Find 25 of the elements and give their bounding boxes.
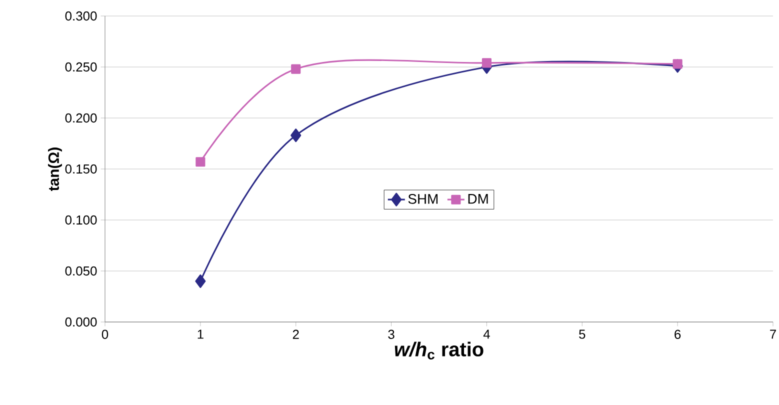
point bbox=[672, 59, 682, 69]
point bbox=[196, 157, 206, 167]
y-tick-label: 0.100 bbox=[65, 215, 97, 225]
y-tick-label: 0.000 bbox=[65, 317, 97, 327]
x-tick-label: 4 bbox=[483, 330, 490, 339]
x-tick-label: 5 bbox=[579, 330, 586, 339]
point bbox=[482, 58, 492, 68]
x-axis-title: w/h$_{c}$ ratio bbox=[394, 342, 484, 360]
y-tick-label: 0.250 bbox=[65, 62, 97, 72]
x-tick-label: 0 bbox=[102, 330, 108, 339]
y-tick-label: 0.200 bbox=[65, 113, 97, 123]
x-tick-label: 2 bbox=[292, 330, 299, 339]
legend-label: SHM bbox=[408, 194, 438, 204]
point bbox=[290, 128, 302, 142]
x-tick-label: 6 bbox=[674, 330, 681, 339]
y-axis-title: tan(Ω) bbox=[48, 148, 62, 191]
x-tick-label: 7 bbox=[770, 330, 776, 339]
x-tick-label: 1 bbox=[198, 330, 204, 339]
point bbox=[195, 274, 206, 288]
x-tick-label: 3 bbox=[388, 330, 394, 339]
legend-label: DM bbox=[468, 194, 488, 204]
y-tick-label: 0.150 bbox=[65, 164, 97, 174]
point bbox=[291, 64, 301, 74]
y-tick-label: 0.050 bbox=[65, 266, 97, 276]
y-tick-label: 0.300 bbox=[65, 11, 97, 21]
